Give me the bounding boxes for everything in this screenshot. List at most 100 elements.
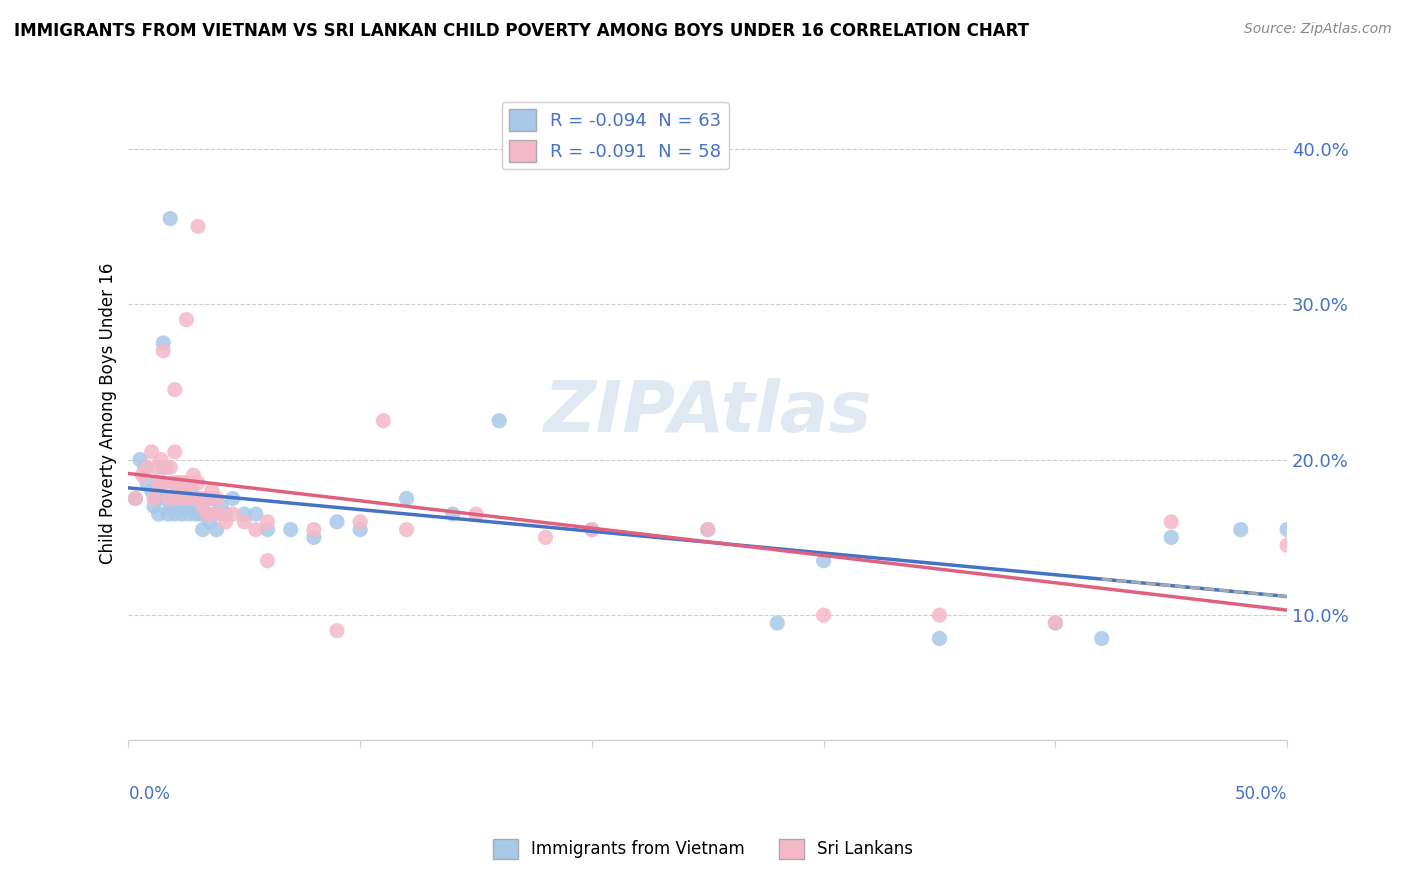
Legend: Immigrants from Vietnam, Sri Lankans: Immigrants from Vietnam, Sri Lankans (486, 832, 920, 866)
Point (395, 491, 418, 506)
Point (326, 515, 349, 529)
Point (129, 452, 152, 467)
Point (180, 491, 202, 506)
Point (180, 475, 202, 490)
Point (302, 523, 325, 537)
Point (465, 507, 488, 521)
Point (188, 491, 211, 506)
Point (155, 460, 177, 475)
Point (163, 383, 186, 397)
Point (149, 475, 172, 490)
Point (159, 460, 181, 475)
Point (148, 475, 170, 490)
Legend: R = -0.094  N = 63, R = -0.091  N = 58: R = -0.094 N = 63, R = -0.091 N = 58 (502, 102, 728, 169)
Point (194, 491, 217, 506)
Point (198, 491, 221, 506)
Point (488, 414, 510, 428)
Point (183, 468, 205, 483)
Point (581, 523, 603, 537)
Point (184, 491, 207, 506)
Point (696, 523, 718, 537)
Text: Source: ZipAtlas.com: Source: ZipAtlas.com (1244, 22, 1392, 37)
Point (159, 500, 181, 514)
Point (222, 491, 245, 506)
Point (1160, 515, 1182, 529)
Point (177, 491, 200, 506)
Point (180, 483, 202, 498)
Point (169, 475, 191, 490)
Point (176, 483, 198, 498)
Point (136, 460, 159, 475)
Point (124, 491, 146, 506)
Point (205, 491, 228, 506)
Point (373, 414, 395, 428)
Point (163, 475, 186, 490)
Point (188, 507, 211, 521)
Point (159, 211, 181, 226)
Point (152, 460, 174, 475)
Point (162, 475, 184, 490)
Point (145, 460, 167, 475)
Point (1275, 523, 1298, 537)
Point (209, 500, 232, 514)
Point (143, 491, 166, 506)
Point (349, 523, 371, 537)
Text: IMMIGRANTS FROM VIETNAM VS SRI LANKAN CHILD POVERTY AMONG BOYS UNDER 16 CORRELAT: IMMIGRANTS FROM VIETNAM VS SRI LANKAN CH… (14, 22, 1029, 40)
Text: 0.0%: 0.0% (128, 785, 170, 804)
Point (201, 483, 224, 498)
Point (141, 483, 163, 498)
Point (173, 491, 195, 506)
Point (173, 475, 195, 490)
Point (145, 491, 167, 506)
Point (202, 507, 225, 521)
Point (195, 491, 218, 506)
Point (166, 491, 188, 506)
Point (162, 491, 184, 506)
Point (191, 523, 214, 537)
Point (326, 624, 349, 638)
Point (256, 554, 278, 568)
Point (134, 460, 156, 475)
Point (187, 491, 209, 506)
Point (152, 336, 174, 351)
Point (256, 515, 278, 529)
Point (169, 500, 191, 514)
Point (302, 530, 325, 544)
Point (148, 507, 170, 521)
Point (441, 507, 464, 521)
Point (928, 608, 950, 623)
Point (176, 500, 198, 514)
Point (195, 507, 218, 521)
Point (176, 491, 198, 506)
Point (155, 491, 177, 506)
Point (169, 475, 191, 490)
Point (813, 554, 835, 568)
Point (176, 312, 198, 326)
Point (233, 515, 256, 529)
Point (349, 515, 371, 529)
Point (534, 530, 557, 544)
Point (202, 507, 225, 521)
Point (198, 515, 221, 529)
Point (149, 452, 172, 467)
Point (191, 500, 214, 514)
Point (1160, 530, 1182, 544)
Point (170, 491, 193, 506)
Text: 50.0%: 50.0% (1234, 785, 1286, 804)
Point (395, 523, 418, 537)
Point (152, 343, 174, 358)
Point (215, 515, 238, 529)
Point (245, 507, 267, 521)
Point (233, 507, 256, 521)
Point (1045, 615, 1067, 630)
Point (696, 523, 718, 537)
Point (928, 632, 950, 646)
Point (156, 507, 179, 521)
Point (183, 500, 205, 514)
Text: ZIPAtlas: ZIPAtlas (544, 378, 872, 448)
Point (256, 523, 278, 537)
Point (143, 500, 166, 514)
Point (1275, 538, 1298, 552)
Point (194, 507, 217, 521)
Point (177, 507, 200, 521)
